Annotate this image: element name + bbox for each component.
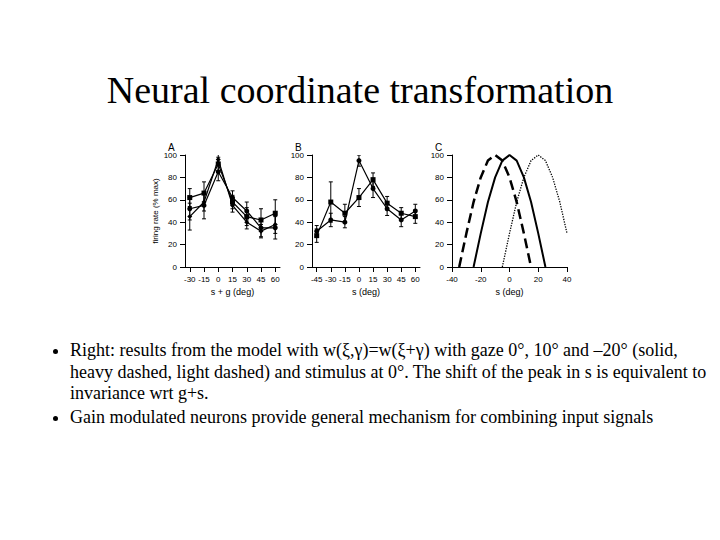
svg-text:30: 30	[242, 275, 251, 284]
svg-text:45: 45	[397, 275, 406, 284]
svg-text:15: 15	[228, 275, 237, 284]
svg-text:60: 60	[411, 275, 420, 284]
svg-text:s (deg): s (deg)	[495, 287, 523, 297]
svg-text:0: 0	[173, 263, 178, 272]
svg-text:100: 100	[430, 150, 444, 160]
svg-text:60: 60	[271, 275, 280, 284]
svg-text:s (deg): s (deg)	[352, 287, 380, 297]
svg-text:60: 60	[168, 195, 177, 204]
svg-text:firing rate (% max): firing rate (% max)	[151, 178, 160, 244]
svg-text:100: 100	[163, 150, 177, 160]
svg-text:-20: -20	[475, 275, 487, 284]
svg-text:40: 40	[435, 218, 444, 227]
svg-text:45: 45	[257, 275, 266, 284]
svg-text:0: 0	[440, 263, 445, 272]
svg-text:20: 20	[435, 240, 444, 249]
svg-text:s + g (deg): s + g (deg)	[211, 287, 254, 297]
svg-text:-15: -15	[198, 275, 210, 284]
html-text:Right: results from the model: Right: results from the model with w(ξ,γ…	[70, 340, 707, 404]
svg-text:C: C	[435, 142, 442, 153]
html-text:Gain modulated neurons provide: Gain modulated neurons provide general m…	[70, 406, 654, 427]
svg-text:80: 80	[435, 173, 444, 182]
svg-text:0: 0	[216, 275, 221, 284]
svg-text:0: 0	[300, 263, 305, 272]
svg-text:20: 20	[295, 240, 304, 249]
svg-text:0: 0	[357, 275, 362, 284]
svg-text:30: 30	[383, 275, 392, 284]
svg-text:-15: -15	[339, 275, 351, 284]
svg-text:B: B	[295, 142, 302, 153]
svg-text:-45: -45	[311, 275, 323, 284]
svg-text:A: A	[168, 142, 175, 153]
svg-text:80: 80	[168, 173, 177, 182]
svg-text:60: 60	[295, 195, 304, 204]
svg-text:40: 40	[563, 275, 572, 284]
svg-text:100: 100	[290, 150, 304, 160]
svg-text:20: 20	[534, 275, 543, 284]
svg-text:-40: -40	[446, 275, 458, 284]
svg-text:60: 60	[435, 195, 444, 204]
svg-text:40: 40	[168, 218, 177, 227]
html-text:Neural coordinate transformati: Neural coordinate transformation	[106, 69, 614, 111]
svg-text:80: 80	[295, 173, 304, 182]
svg-text:-30: -30	[184, 275, 196, 284]
svg-text:-30: -30	[325, 275, 337, 284]
svg-text:40: 40	[295, 218, 304, 227]
svg-text:15: 15	[369, 275, 378, 284]
svg-text:0: 0	[507, 275, 512, 284]
svg-text:20: 20	[168, 240, 177, 249]
